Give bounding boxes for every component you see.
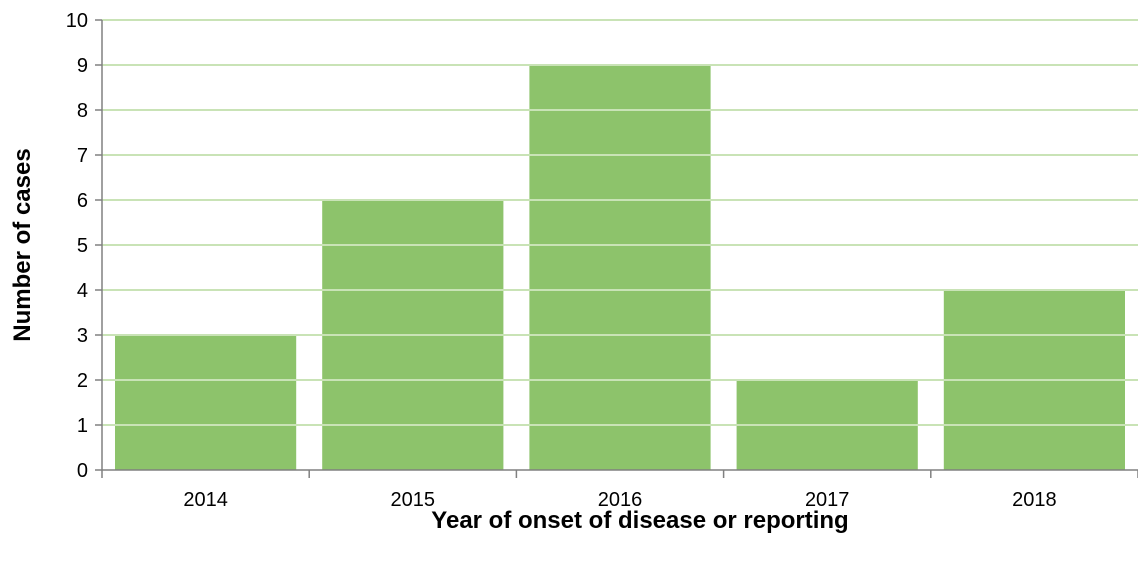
y-tick-label-1: 1 <box>77 415 88 437</box>
bars-layer <box>115 65 1125 470</box>
x-tick-label-2017: 2017 <box>805 489 850 511</box>
x-tick-label-2018: 2018 <box>1012 489 1057 511</box>
y-tick-label-0: 0 <box>77 460 88 482</box>
x-tick-labels: 2014 2015 2016 2017 2018 <box>183 489 1056 511</box>
gridlines-layer <box>102 19 1138 426</box>
x-axis-title: Year of onset of disease or reporting <box>431 507 848 534</box>
y-axis-title: Number of cases <box>9 148 36 341</box>
x-tick-label-2015: 2015 <box>391 489 436 511</box>
y-tick-label-6: 6 <box>77 190 88 212</box>
x-tick-label-2014: 2014 <box>183 489 228 511</box>
y-tick-label-8: 8 <box>77 100 88 122</box>
y-tick-label-3: 3 <box>77 325 88 347</box>
x-tick-label-2016: 2016 <box>598 489 643 511</box>
y-tick-label-7: 7 <box>77 145 88 167</box>
axes-layer <box>95 19 1138 478</box>
y-tick-label-9: 9 <box>77 55 88 77</box>
bar-2014 <box>115 335 297 470</box>
y-tick-label-5: 5 <box>77 235 88 257</box>
y-tick-labels: 0 1 2 3 4 5 6 7 8 9 10 <box>66 10 88 482</box>
y-tick-label-10: 10 <box>66 10 88 32</box>
bar-2016 <box>529 65 711 470</box>
y-tick-label-4: 4 <box>77 280 88 302</box>
y-tick-label-2: 2 <box>77 370 88 392</box>
